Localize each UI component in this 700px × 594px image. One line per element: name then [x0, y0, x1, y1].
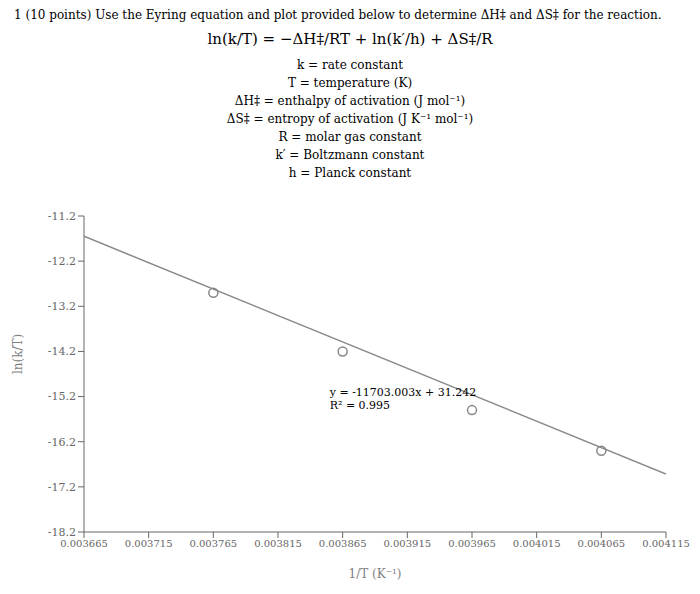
- svg-text:0.004065: 0.004065: [577, 538, 625, 549]
- html-text:T = temperature (K): T = temperature (K): [287, 76, 413, 90]
- svg-text:0.003665: 0.003665: [60, 538, 108, 549]
- svg-text:-14.2: -14.2: [48, 345, 76, 358]
- html-text:ΔS‡ = entropy of activation (J: ΔS‡ = entropy of activation (J K⁻¹ mol⁻¹…: [226, 112, 474, 126]
- svg-text:0.004015: 0.004015: [513, 538, 561, 549]
- svg-text:-16.2: -16.2: [48, 436, 76, 449]
- svg-text:-12.2: -12.2: [48, 255, 76, 268]
- svg-text:ln(k/T): ln(k/T): [11, 334, 25, 374]
- html-text:1 (10 points) Use the Eyring e: 1 (10 points) Use the Eyring equation an…: [14, 8, 662, 22]
- html-text:k′ = Boltzmann constant: k′ = Boltzmann constant: [275, 148, 425, 162]
- svg-text:0.003715: 0.003715: [125, 538, 173, 549]
- svg-text:-18.2: -18.2: [48, 526, 76, 539]
- svg-text:-15.2: -15.2: [48, 390, 76, 403]
- svg-text:0.003965: 0.003965: [448, 538, 496, 549]
- svg-text:1/T (K⁻¹): 1/T (K⁻¹): [349, 567, 402, 581]
- svg-text:0.003865: 0.003865: [319, 538, 367, 549]
- svg-text:-11.2: -11.2: [48, 210, 76, 223]
- svg-text:0.003915: 0.003915: [383, 538, 431, 549]
- svg-text:-13.2: -13.2: [48, 300, 76, 313]
- html-text:R = molar gas constant: R = molar gas constant: [278, 130, 422, 144]
- html-text:ΔH‡ = enthalpy of activation (: ΔH‡ = enthalpy of activation (J mol⁻¹): [234, 94, 466, 108]
- html-text:k = rate constant: k = rate constant: [297, 58, 403, 72]
- html-text:ln(k/T) = −ΔH‡/RT + ln(k′/h) +: ln(k/T) = −ΔH‡/RT + ln(k′/h) + ΔS‡/R: [207, 30, 493, 48]
- svg-text:y = -11703.003x + 31.242R² = 0: y = -11703.003x + 31.242R² = 0.995: [329, 386, 477, 412]
- svg-text:0.004115: 0.004115: [642, 538, 690, 549]
- html-text:h = Planck constant: h = Planck constant: [288, 166, 412, 180]
- svg-text:0.003815: 0.003815: [254, 538, 302, 549]
- svg-text:-17.2: -17.2: [48, 481, 76, 494]
- svg-text:0.003765: 0.003765: [189, 538, 237, 549]
